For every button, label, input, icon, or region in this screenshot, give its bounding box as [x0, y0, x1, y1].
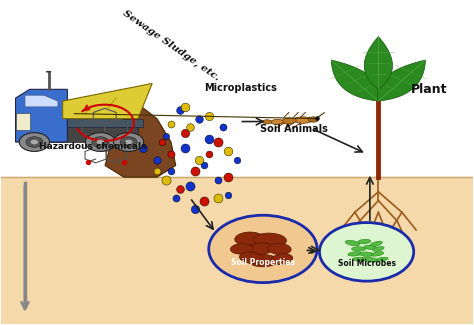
Text: Sewage Sludge, etc.: Sewage Sludge, etc. — [121, 9, 221, 83]
Bar — [1, 31, 473, 177]
Bar — [67, 119, 143, 127]
Ellipse shape — [239, 252, 263, 264]
Polygon shape — [25, 95, 58, 107]
Point — [84, 159, 92, 164]
Point — [182, 145, 189, 150]
Ellipse shape — [271, 119, 283, 124]
Ellipse shape — [352, 247, 365, 251]
Point — [200, 163, 208, 168]
Ellipse shape — [345, 240, 360, 246]
Circle shape — [319, 223, 414, 281]
Bar — [1, 31, 473, 177]
Point — [153, 169, 161, 174]
Text: Microplastics: Microplastics — [204, 83, 277, 93]
Text: Soil Animals: Soil Animals — [260, 124, 328, 134]
Point — [153, 157, 161, 162]
Ellipse shape — [271, 254, 293, 265]
Ellipse shape — [364, 245, 377, 250]
Polygon shape — [331, 60, 379, 101]
Point — [200, 198, 208, 203]
Point — [158, 139, 165, 145]
Ellipse shape — [370, 241, 383, 247]
Point — [167, 151, 175, 156]
Ellipse shape — [46, 71, 51, 72]
Bar — [16, 113, 30, 130]
Circle shape — [209, 215, 317, 283]
Point — [182, 104, 189, 110]
Ellipse shape — [235, 232, 263, 245]
Text: Soil Properties: Soil Properties — [231, 258, 295, 266]
Bar — [1, 177, 473, 324]
Polygon shape — [365, 37, 392, 89]
Point — [186, 183, 194, 188]
Ellipse shape — [248, 243, 273, 255]
Point — [167, 169, 175, 174]
Point — [219, 125, 227, 130]
Ellipse shape — [293, 117, 312, 123]
Bar — [20, 127, 138, 142]
Ellipse shape — [373, 247, 384, 251]
Ellipse shape — [371, 252, 384, 256]
Ellipse shape — [230, 244, 253, 254]
Circle shape — [125, 140, 132, 144]
Point — [102, 140, 110, 145]
Ellipse shape — [363, 257, 378, 262]
Text: Plant: Plant — [411, 83, 448, 96]
Ellipse shape — [263, 120, 272, 124]
Point — [177, 186, 184, 191]
Ellipse shape — [358, 239, 371, 244]
Point — [163, 177, 170, 183]
Point — [139, 145, 146, 150]
Ellipse shape — [353, 257, 366, 261]
Ellipse shape — [248, 254, 277, 267]
Circle shape — [114, 133, 144, 151]
Circle shape — [97, 140, 104, 144]
Circle shape — [120, 137, 137, 147]
Ellipse shape — [268, 243, 291, 254]
Point — [224, 192, 231, 197]
Point — [167, 122, 175, 127]
Point — [172, 195, 180, 200]
Circle shape — [85, 133, 116, 151]
Point — [182, 131, 189, 136]
Polygon shape — [377, 60, 426, 101]
Point — [195, 116, 203, 121]
Ellipse shape — [348, 252, 362, 256]
Point — [233, 157, 241, 162]
Ellipse shape — [308, 117, 319, 122]
Point — [195, 157, 203, 162]
Point — [120, 159, 128, 164]
Circle shape — [31, 140, 38, 144]
Point — [186, 125, 194, 130]
Point — [224, 148, 231, 153]
Point — [214, 177, 222, 183]
Point — [313, 116, 320, 121]
Point — [163, 134, 170, 139]
Polygon shape — [105, 104, 176, 177]
Point — [214, 139, 222, 145]
Ellipse shape — [254, 233, 286, 247]
Text: Hazardous chemicals: Hazardous chemicals — [39, 142, 146, 151]
Polygon shape — [16, 89, 67, 142]
Circle shape — [19, 133, 49, 151]
Text: Soil Microbes: Soil Microbes — [337, 259, 396, 268]
Ellipse shape — [376, 257, 388, 261]
Point — [214, 195, 222, 200]
Point — [205, 113, 212, 118]
Point — [205, 151, 212, 156]
Point — [177, 107, 184, 112]
Point — [191, 207, 199, 212]
Point — [191, 169, 199, 174]
Point — [205, 136, 212, 142]
Circle shape — [92, 137, 109, 147]
Ellipse shape — [360, 252, 374, 256]
Polygon shape — [63, 84, 152, 119]
Circle shape — [26, 137, 43, 147]
Point — [224, 175, 231, 180]
Bar — [1, 177, 473, 324]
Ellipse shape — [282, 118, 296, 124]
